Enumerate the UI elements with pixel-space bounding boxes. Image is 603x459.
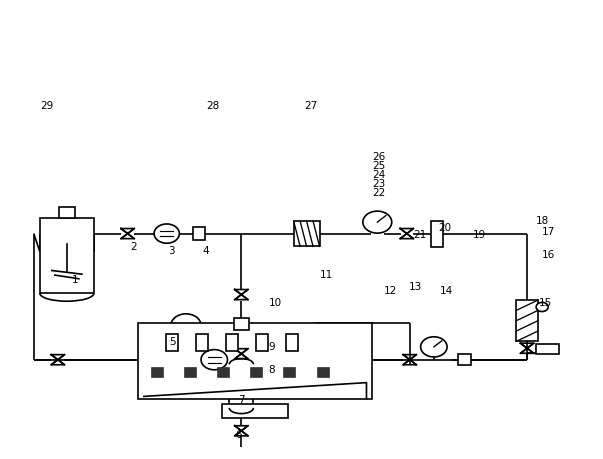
Text: 5: 5 — [169, 336, 175, 347]
Bar — [283, 367, 295, 377]
Bar — [217, 367, 229, 377]
Text: 17: 17 — [542, 227, 555, 237]
Bar — [458, 354, 471, 365]
Bar — [294, 222, 320, 247]
Text: 9: 9 — [268, 341, 275, 351]
Text: 16: 16 — [542, 250, 555, 260]
Text: 29: 29 — [40, 101, 53, 111]
Bar — [193, 228, 205, 241]
Bar — [166, 335, 178, 351]
Text: 21: 21 — [413, 229, 426, 239]
Text: 20: 20 — [438, 222, 452, 232]
Bar — [226, 335, 238, 351]
Text: 19: 19 — [473, 229, 486, 239]
Bar — [222, 404, 288, 418]
Text: 13: 13 — [409, 282, 422, 291]
Bar — [256, 335, 268, 351]
Bar — [229, 364, 253, 408]
Text: 23: 23 — [372, 179, 385, 189]
Circle shape — [201, 350, 227, 370]
Text: 7: 7 — [238, 394, 245, 404]
Text: 18: 18 — [536, 215, 549, 225]
Text: 10: 10 — [268, 298, 282, 308]
Bar — [59, 208, 75, 218]
Bar — [516, 301, 538, 341]
Text: 15: 15 — [539, 298, 552, 308]
Bar — [536, 344, 559, 354]
Text: 4: 4 — [202, 245, 209, 255]
Bar — [138, 323, 373, 399]
Text: 27: 27 — [305, 101, 318, 111]
Circle shape — [171, 314, 201, 337]
Text: 6: 6 — [235, 430, 242, 440]
Bar — [196, 335, 208, 351]
Text: 22: 22 — [372, 188, 385, 198]
Text: 14: 14 — [440, 285, 453, 295]
Bar — [184, 367, 196, 377]
Text: 1: 1 — [72, 275, 78, 285]
Bar — [234, 319, 248, 330]
Bar — [286, 335, 298, 351]
Text: 2: 2 — [130, 242, 137, 252]
Circle shape — [421, 337, 447, 357]
Bar — [250, 367, 262, 377]
Text: 3: 3 — [168, 245, 174, 255]
Circle shape — [363, 212, 392, 234]
Bar — [431, 221, 443, 248]
Text: 24: 24 — [372, 169, 385, 179]
Bar — [151, 367, 163, 377]
Circle shape — [536, 303, 548, 312]
Bar — [317, 367, 329, 377]
Circle shape — [154, 224, 179, 244]
Text: 8: 8 — [268, 364, 275, 374]
Text: 12: 12 — [384, 285, 397, 295]
Text: 26: 26 — [372, 151, 385, 161]
Text: 11: 11 — [320, 269, 333, 280]
Text: 25: 25 — [372, 161, 385, 170]
Text: 28: 28 — [206, 101, 219, 111]
Bar — [40, 218, 94, 294]
